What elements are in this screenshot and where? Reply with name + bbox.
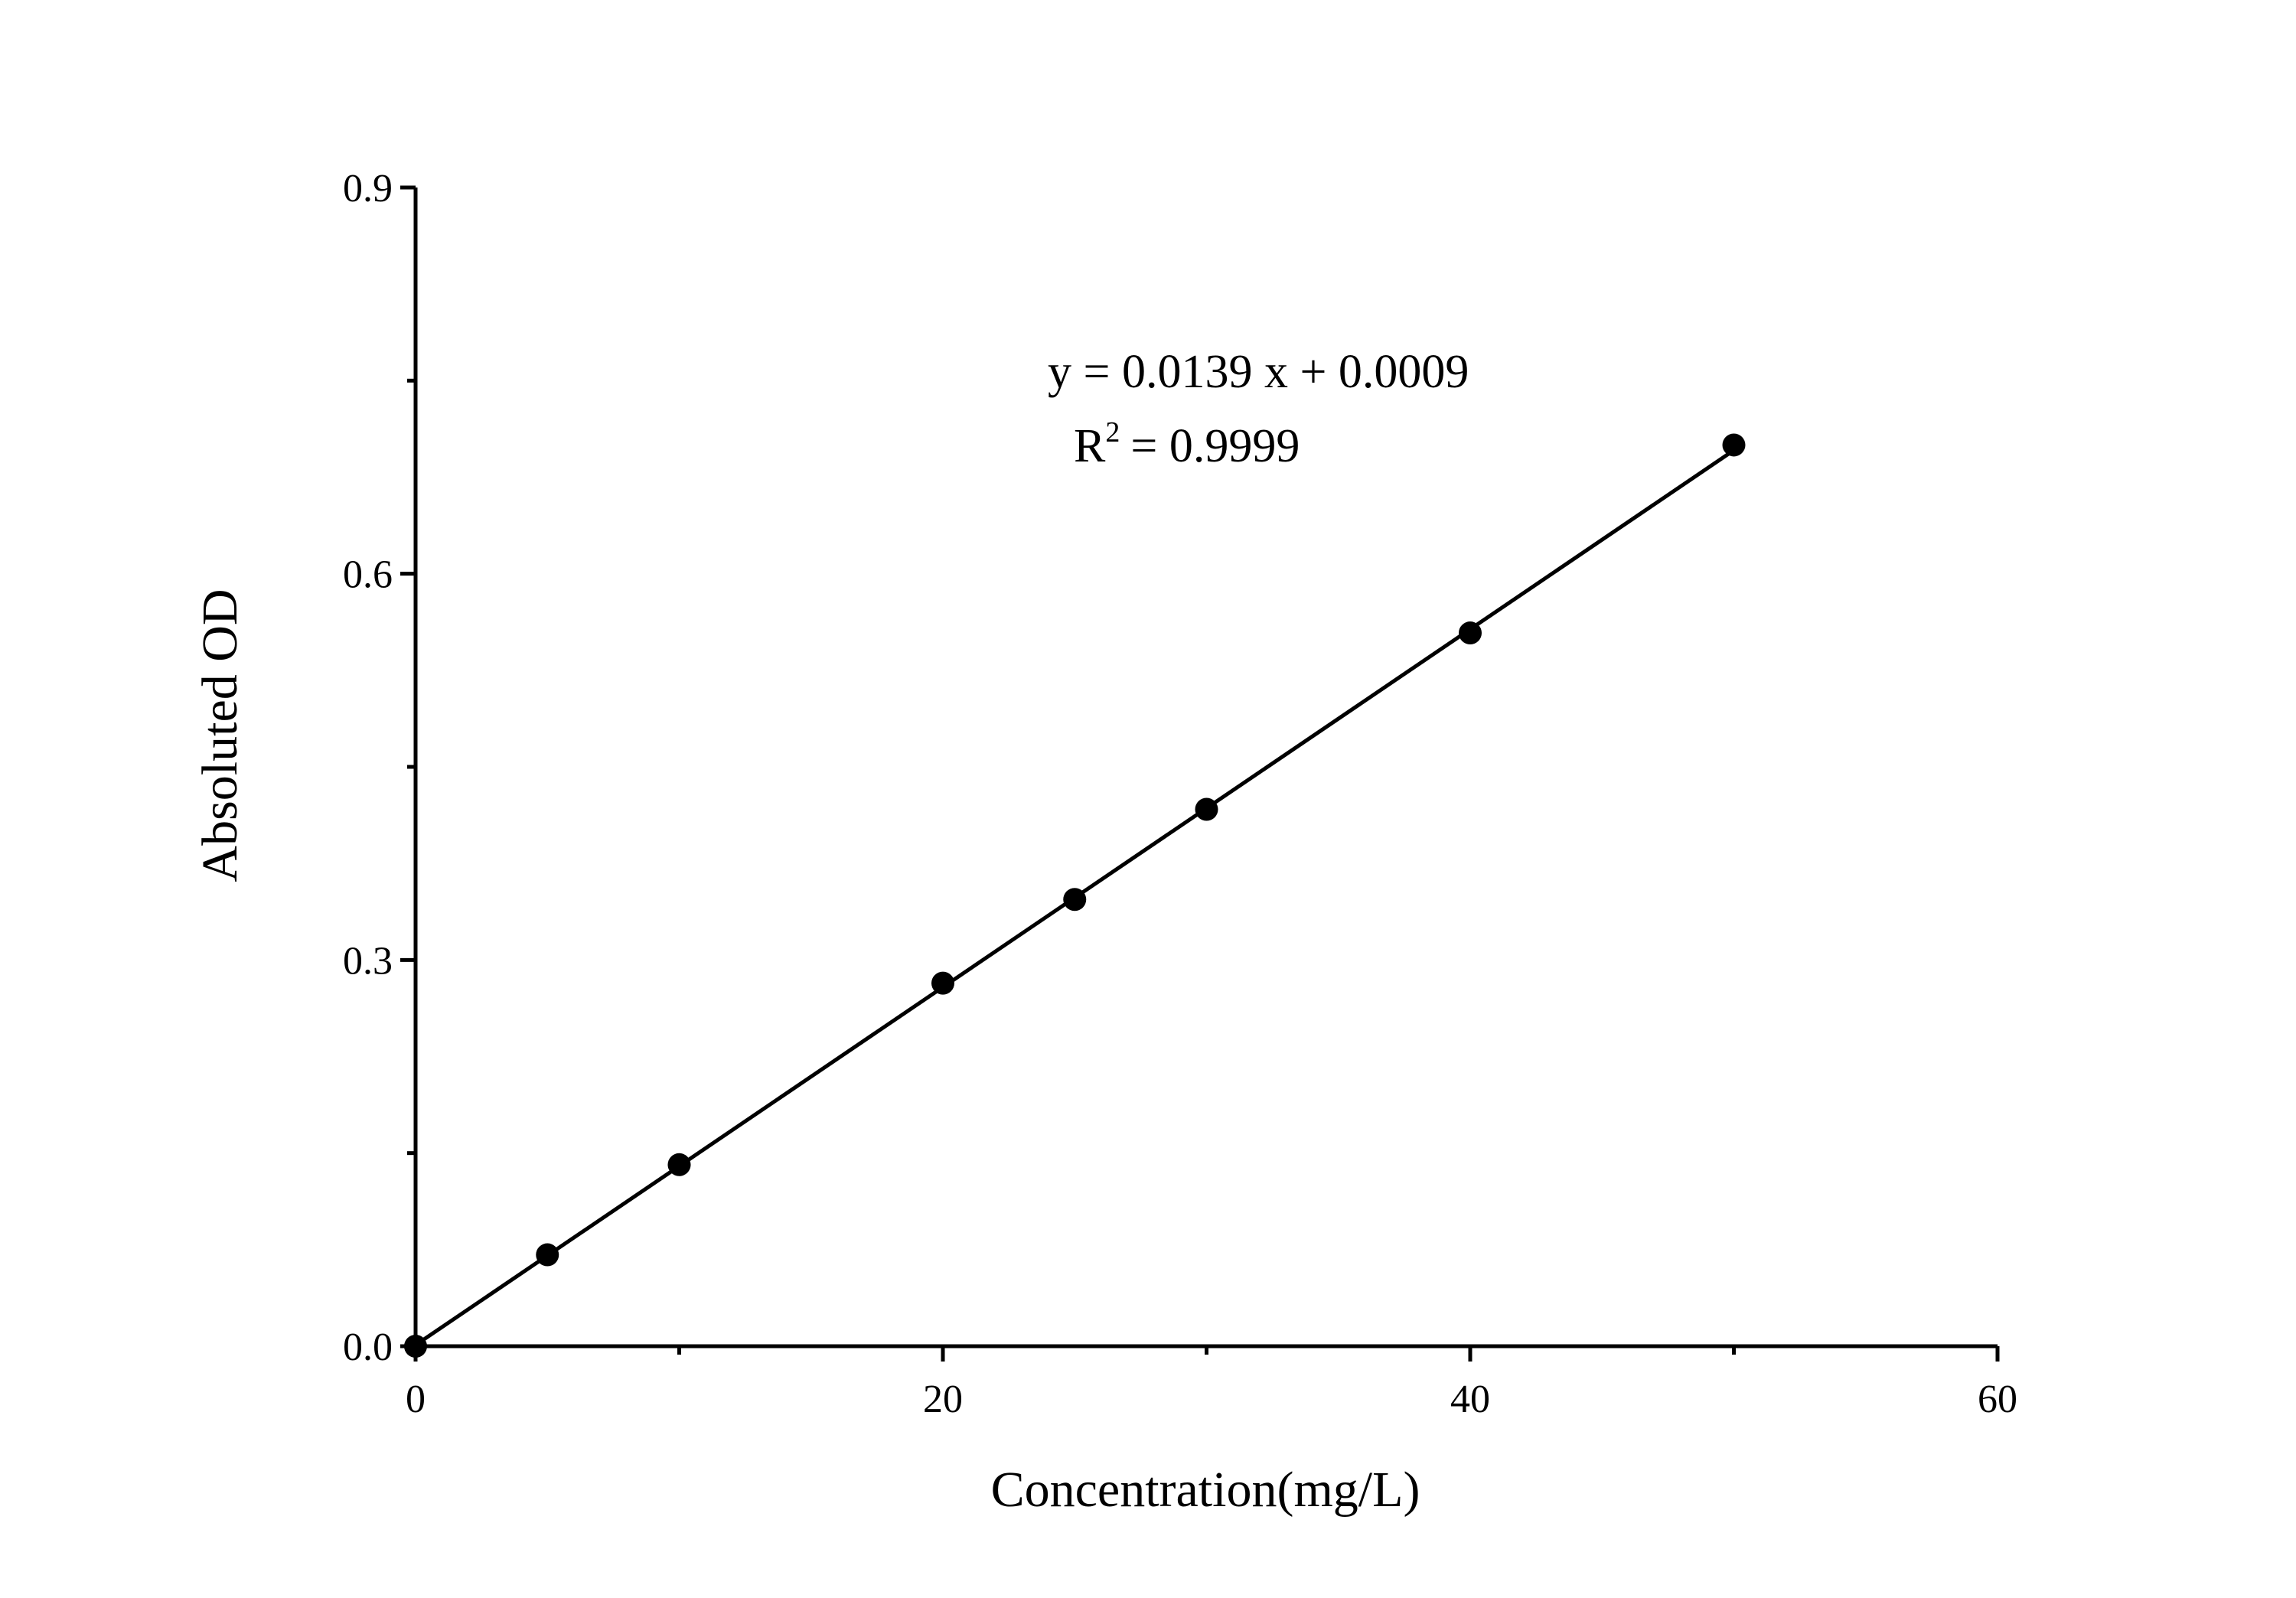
y-tick-label: 0.9	[343, 167, 393, 210]
r-squared: R2 = 0.9999	[1074, 416, 1300, 472]
data-point	[1722, 433, 1746, 457]
equation: y = 0.0139 x + 0.0009	[1048, 346, 1469, 398]
y-tick-label: 0.6	[343, 553, 393, 597]
x-tick-label: 40	[1450, 1378, 1490, 1421]
x-tick-label: 0	[406, 1378, 426, 1421]
data-point	[667, 1153, 691, 1176]
data-point	[1063, 888, 1087, 912]
data-point	[1459, 621, 1482, 645]
x-axis-label: Concentration(mg/L)	[991, 1462, 1420, 1518]
r2-base: R	[1074, 420, 1106, 472]
y-tick-label: 0.0	[343, 1326, 393, 1369]
y-tick-label: 0.3	[343, 939, 393, 983]
x-tick-label: 60	[1978, 1378, 2017, 1421]
data-point	[1195, 797, 1218, 821]
r2-sup: 2	[1105, 416, 1120, 448]
data-point	[404, 1335, 427, 1358]
data-point	[931, 971, 954, 995]
data-point	[536, 1243, 559, 1267]
x-tick-label: 20	[923, 1378, 963, 1421]
y-axis-label: Absoluted OD	[192, 589, 248, 882]
r2-value: = 0.9999	[1130, 420, 1300, 472]
